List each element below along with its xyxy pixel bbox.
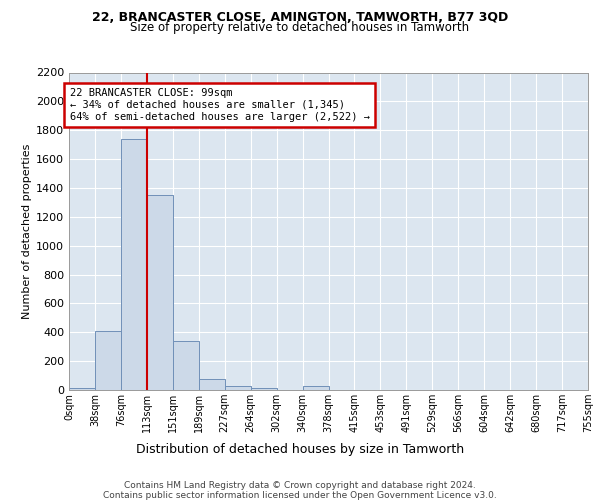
Text: 22, BRANCASTER CLOSE, AMINGTON, TAMWORTH, B77 3QD: 22, BRANCASTER CLOSE, AMINGTON, TAMWORTH…	[92, 11, 508, 24]
Bar	[147, 195, 173, 390]
Text: Size of property relative to detached houses in Tamworth: Size of property relative to detached ho…	[130, 21, 470, 34]
Y-axis label: Number of detached properties: Number of detached properties	[22, 144, 32, 319]
Text: Contains HM Land Registry data © Crown copyright and database right 2024.: Contains HM Land Registry data © Crown c…	[124, 481, 476, 490]
Text: Distribution of detached houses by size in Tamworth: Distribution of detached houses by size …	[136, 442, 464, 456]
Bar	[199, 379, 224, 390]
Bar	[95, 331, 121, 390]
Bar	[69, 388, 95, 390]
Text: 22 BRANCASTER CLOSE: 99sqm
← 34% of detached houses are smaller (1,345)
64% of s: 22 BRANCASTER CLOSE: 99sqm ← 34% of deta…	[70, 88, 370, 122]
Bar	[173, 341, 199, 390]
Bar	[121, 139, 147, 390]
Bar	[302, 386, 329, 390]
Text: Contains public sector information licensed under the Open Government Licence v3: Contains public sector information licen…	[103, 491, 497, 500]
Bar	[251, 388, 277, 390]
Bar	[225, 386, 251, 390]
